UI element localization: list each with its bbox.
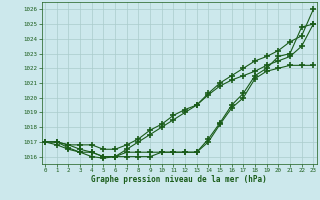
X-axis label: Graphe pression niveau de la mer (hPa): Graphe pression niveau de la mer (hPa) [91, 175, 267, 184]
